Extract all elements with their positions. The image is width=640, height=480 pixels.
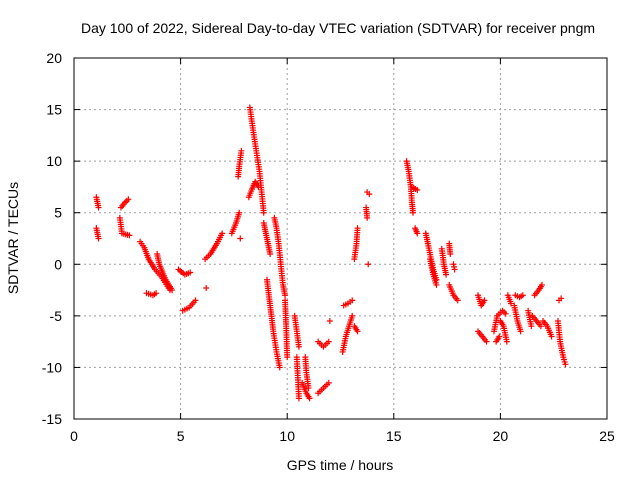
data-point — [219, 230, 226, 237]
x-tick-label: 5 — [177, 428, 185, 444]
data-point — [496, 333, 503, 340]
plot-frame — [73, 57, 608, 420]
data-point — [483, 338, 490, 345]
data-point — [537, 323, 544, 330]
x-tick-label: 10 — [279, 428, 295, 444]
x-axis-label: GPS time / hours — [287, 457, 394, 473]
y-tick-label: 0 — [54, 256, 62, 272]
x-tick-label: 0 — [70, 428, 78, 444]
data-point — [192, 297, 199, 304]
data-point — [267, 250, 274, 257]
data-point — [95, 235, 102, 242]
data-point — [503, 338, 510, 345]
data-point — [409, 209, 416, 216]
y-tick-label: -10 — [42, 359, 62, 375]
data-point — [451, 266, 458, 273]
data-point — [454, 297, 461, 304]
data-point — [169, 287, 176, 294]
grid-lines — [74, 58, 607, 419]
data-point — [153, 290, 160, 297]
data-point — [238, 147, 245, 154]
data-point — [284, 354, 291, 361]
data-point — [349, 312, 356, 319]
y-tick-label: 10 — [46, 153, 62, 169]
x-tick-label: 25 — [599, 428, 615, 444]
data-point — [326, 318, 333, 325]
data-point — [558, 295, 565, 302]
data-point — [237, 235, 244, 242]
data-point — [414, 230, 421, 237]
data-point — [295, 395, 302, 402]
data-point — [508, 300, 515, 307]
data-point — [548, 333, 555, 340]
y-tick-label: 5 — [54, 205, 62, 221]
y-tick-label: 20 — [46, 50, 62, 66]
chart-title: Day 100 of 2022, Sidereal Day-to-day VTE… — [81, 20, 595, 36]
data-point — [126, 232, 133, 239]
data-marks — [93, 104, 569, 402]
y-tick-label: 15 — [46, 102, 62, 118]
y-tick-label: -5 — [50, 308, 63, 324]
data-point — [443, 271, 450, 278]
data-point — [325, 338, 332, 345]
data-point — [433, 281, 440, 288]
data-point — [481, 297, 488, 304]
data-point — [306, 395, 313, 402]
data-point — [562, 361, 569, 368]
data-point — [519, 292, 526, 299]
data-point — [528, 323, 535, 330]
y-axis-label: SDTVAR / TECUs — [5, 182, 21, 294]
data-point — [236, 209, 243, 216]
data-point — [366, 191, 373, 198]
axes: 0 5 10 15 20 25 -15 -10 -5 0 5 10 15 20 — [42, 50, 615, 444]
data-point — [305, 385, 312, 392]
data-point — [447, 250, 454, 257]
data-point — [125, 196, 132, 203]
data-point — [414, 187, 421, 194]
data-point — [187, 269, 194, 276]
data-point — [354, 225, 361, 232]
data-point — [354, 328, 361, 335]
data-point — [260, 209, 267, 216]
data-point — [365, 261, 372, 268]
data-point — [364, 214, 371, 221]
data-point — [538, 281, 545, 288]
data-point — [276, 364, 283, 371]
data-point — [349, 297, 356, 304]
data-point — [517, 328, 524, 335]
data-point — [282, 292, 289, 299]
data-point — [255, 183, 262, 190]
x-tick-label: 15 — [386, 428, 402, 444]
data-point — [295, 343, 302, 350]
data-point — [95, 204, 102, 211]
data-point — [325, 379, 332, 386]
data-point — [502, 310, 509, 317]
data-point — [203, 285, 210, 292]
x-tick-label: 20 — [493, 428, 509, 444]
y-tick-label: -15 — [42, 411, 62, 427]
